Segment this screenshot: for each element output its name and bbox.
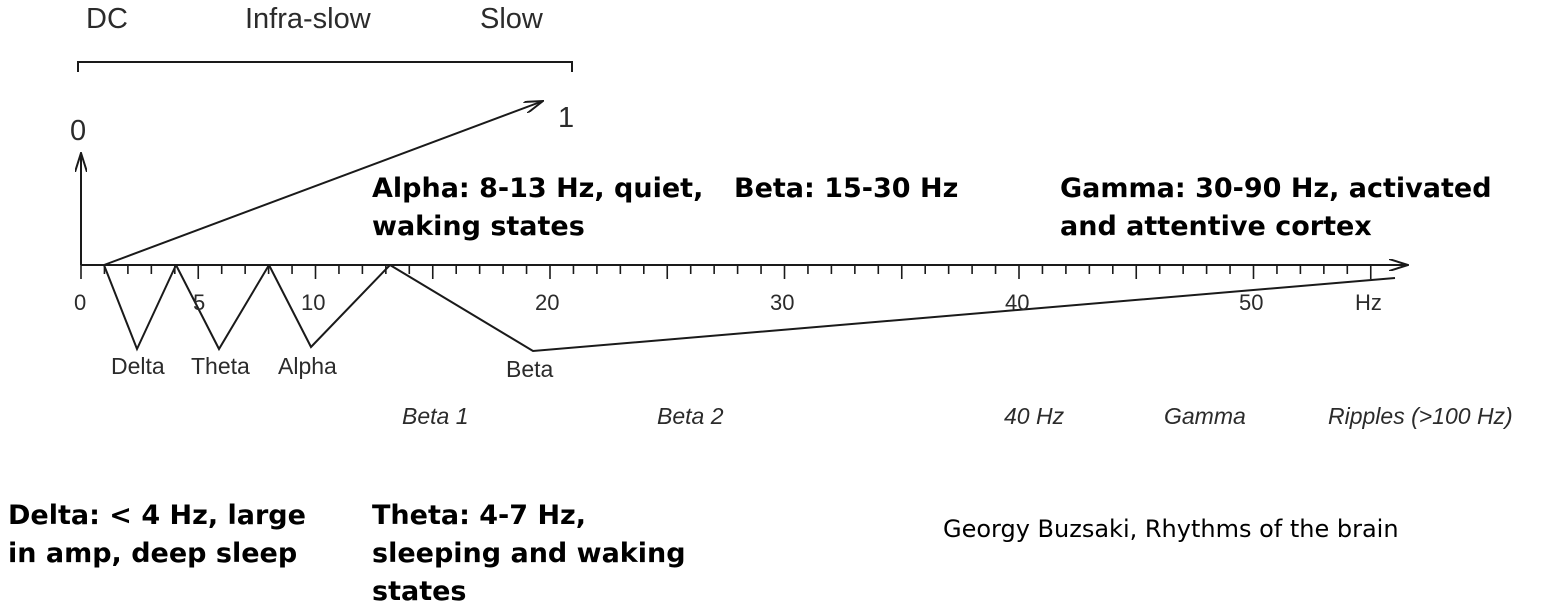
note-beta: Beta: 15-30 Hz [734, 173, 959, 204]
top-label-dc: DC [86, 3, 128, 35]
diagram-lines [0, 61, 1558, 353]
subband-label-beta-1: Beta 1 [402, 403, 469, 429]
subband-label-gamma: Gamma [1164, 403, 1246, 429]
citation: Georgy Buzsaki, Rhythms of the brain [943, 515, 1399, 543]
band-label-delta: Delta [111, 353, 165, 379]
axis-unit-label: Hz [1355, 290, 1382, 315]
alpha-band-shape [268, 264, 391, 349]
scale-end-value: 1 [558, 102, 575, 134]
band-label-beta: Beta [506, 356, 554, 382]
theta-band-shape [175, 264, 270, 352]
scale-start-value: 0 [70, 115, 87, 147]
subband-label-ripples: Ripples (>100 Hz) [1328, 403, 1513, 429]
note-gamma: Gamma: 30-90 Hz, activated and attentive… [1060, 173, 1492, 242]
top-scale-bracket [77, 61, 573, 72]
top-label-slow: Slow [480, 3, 543, 35]
tick-label-0: 0 [74, 290, 87, 315]
tick-label-50: 50 [1239, 290, 1264, 315]
band-label-theta: Theta [191, 353, 250, 379]
beta-band-shape [389, 264, 1396, 353]
tick-label-20: 20 [535, 290, 560, 315]
tick-label-10: 10 [301, 290, 326, 315]
subband-label-beta-2: Beta 2 [657, 403, 724, 429]
top-label-infra-slow: Infra-slow [245, 3, 371, 35]
delta-band-shape [103, 264, 177, 352]
tick-label-30: 30 [770, 290, 795, 315]
slow-rhythm-arrow [103, 101, 543, 266]
subband-label-40hz: 40 Hz [1004, 403, 1065, 429]
tick-label-40: 40 [1005, 290, 1030, 315]
band-label-alpha: Alpha [278, 353, 337, 379]
note-theta: Theta: 4-7 Hz, sleeping and waking state… [372, 500, 686, 607]
tick-label-5: 5 [193, 290, 206, 315]
brain-rhythms-diagram: DC Infra-slow Slow 0 1 0 5 10 20 30 40 5… [0, 3, 1558, 608]
note-delta: Delta: < 4 Hz, large in amp, deep sleep [8, 500, 306, 569]
note-alpha: Alpha: 8-13 Hz, quiet, waking states [372, 173, 704, 242]
